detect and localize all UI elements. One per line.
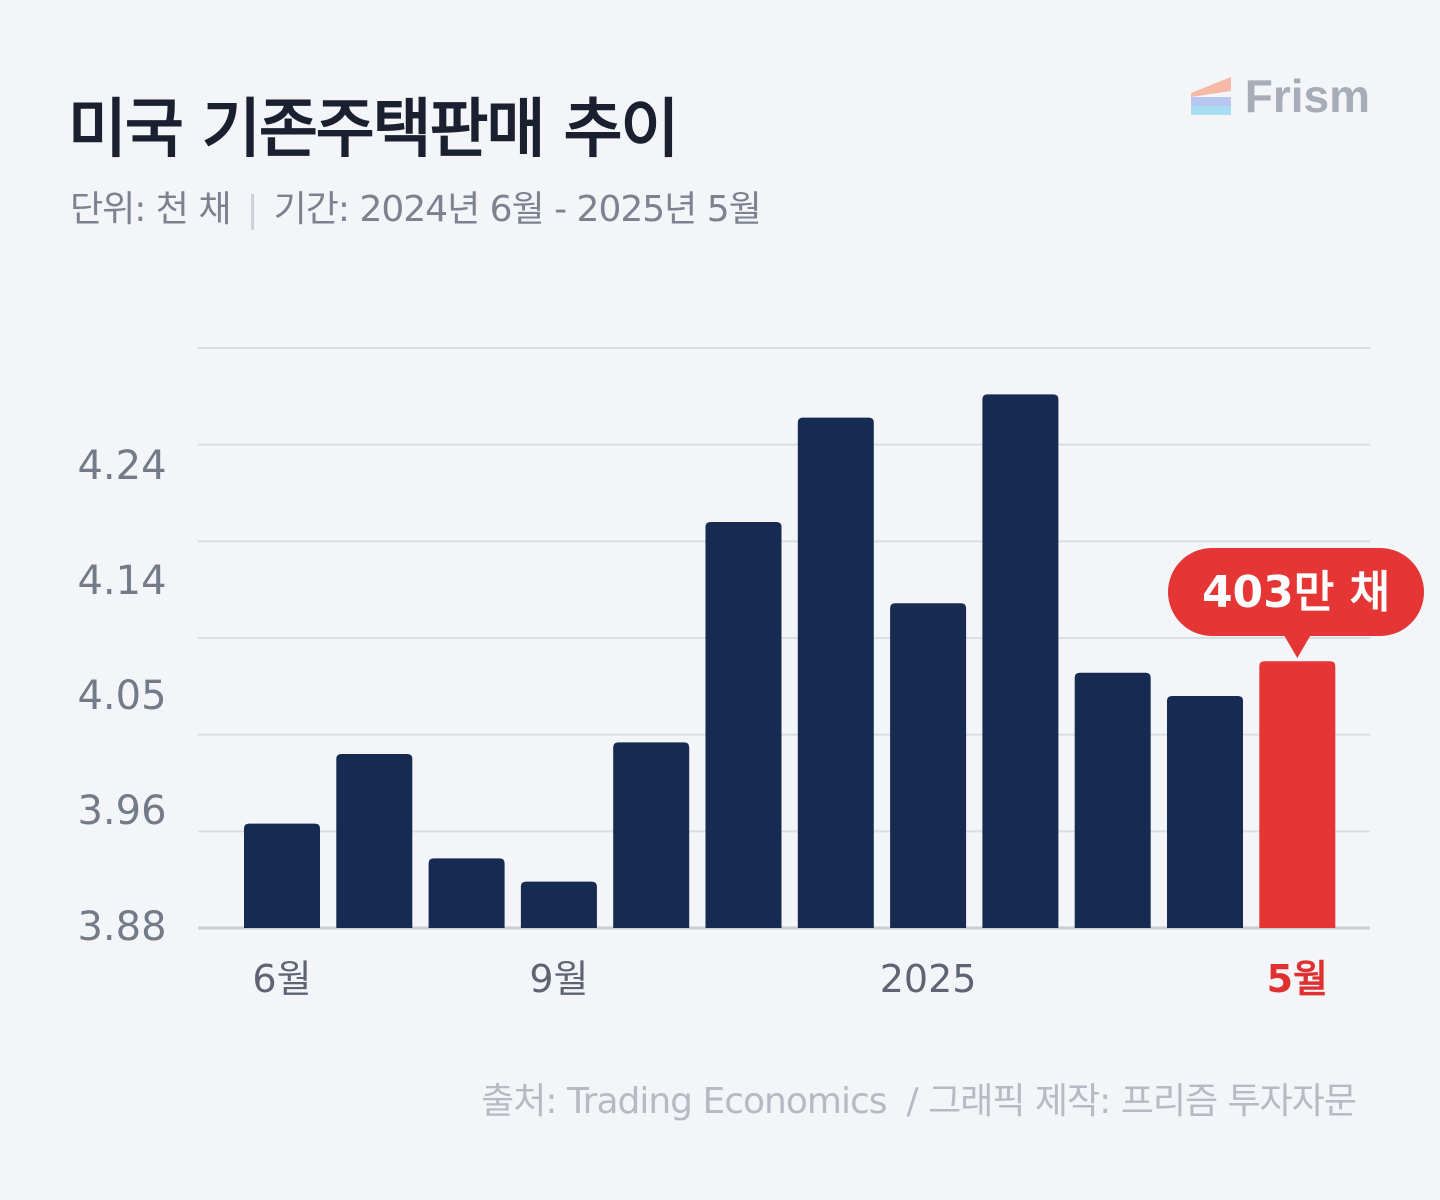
frism-logo-text: Frism [1244,70,1370,122]
bars [244,394,1336,928]
x-tick-label: 9월 [529,957,588,1001]
x-tick-label: 5월 [1267,957,1328,1001]
frism-logo: Frism [1190,66,1370,126]
callout: 403만 채 [1168,548,1424,658]
callout-label: 403만 채 [1202,567,1390,618]
chart-title: 미국 기존주택판매 추이 [68,93,679,167]
bar [982,394,1059,928]
bar [336,754,413,928]
bar-highlight [1259,661,1336,928]
source-text: 출처: Trading Economics [481,1081,887,1122]
y-tick-label: 3.88 [77,904,166,950]
bar [244,823,320,928]
y-tick-label: 3.96 [77,788,166,834]
x-tick-label: 2025 [880,957,977,1001]
y-tick-label: 4.14 [77,558,166,604]
unit-label: 단위: 천 채 [70,189,231,230]
bar [890,603,967,928]
bar [705,522,782,928]
bar [613,742,690,928]
credit-text: / 그래픽 제작: 프리즘 투자자문 [906,1081,1357,1122]
callout-pointer [1283,634,1312,658]
bar [428,858,505,928]
bar [1074,672,1151,928]
callout-bubble [1168,548,1424,636]
chart-footer: 출처: Trading Economics / 그래픽 제작: 프리즘 투자자문 [481,1072,1366,1124]
y-tick-label: 4.05 [77,673,166,719]
chart-subtitle: 단위: 천 채 | 기간: 2024년 6월 - 2025년 5월 [70,180,762,232]
x-axis-labels: 6월 9월 2025 5월 [252,957,1328,1001]
bar [520,881,597,928]
y-tick-label: 4.24 [77,443,166,489]
period-label: 기간: 2024년 6월 - 2025년 5월 [273,189,762,230]
bar [797,417,874,928]
y-axis-labels: 3.88 3.96 4.05 4.14 4.24 [77,443,166,950]
frism-logo-icon [1190,77,1231,115]
x-tick-label: 6월 [252,957,311,1001]
bar [1167,696,1243,928]
subtitle-divider: | [246,189,259,230]
